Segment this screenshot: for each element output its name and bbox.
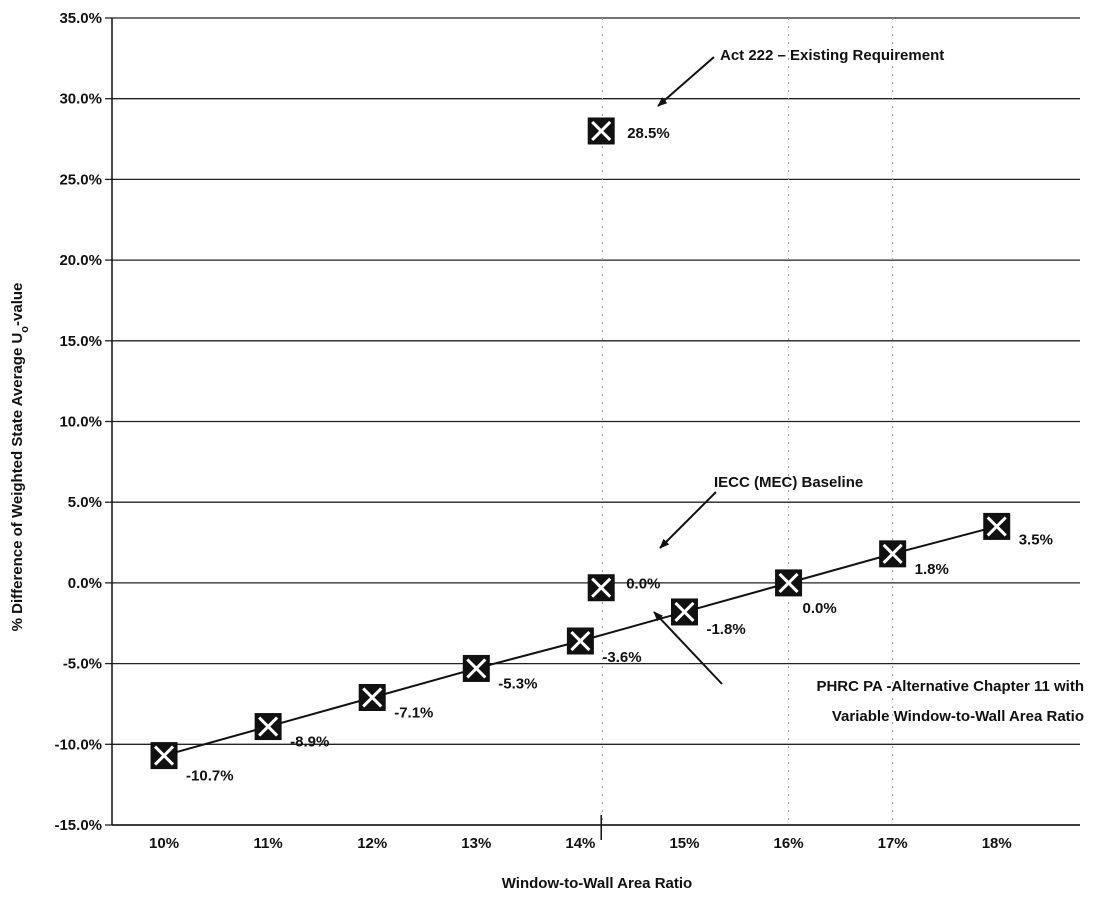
axes: -15.0% -10.0% -5.0% 0.0% 5.0% 10.0% 15.0% 20.0%…: [54, 10, 1080, 852]
data-point-alternative: [567, 628, 593, 654]
y-tick-label: -10.0%: [54, 736, 102, 753]
annotation-arrow: [660, 492, 716, 548]
x-tick-label: 13%: [461, 835, 491, 852]
x-tick-label: 14%: [565, 835, 595, 852]
y-axis-title-main: % Difference of Weighted State Average U: [9, 333, 26, 632]
data-point-alternative: [151, 743, 177, 769]
data-label-alternative: 1.8%: [915, 561, 949, 578]
x-tick-label: 11%: [254, 835, 283, 852]
y-tick-label: 25.0%: [59, 171, 102, 188]
data-label-existing: 28.5%: [627, 125, 670, 142]
data-point-existing: [588, 118, 614, 144]
x-tick-label: 15%: [669, 835, 699, 852]
x-tick-label: 12%: [357, 835, 387, 852]
x-tick-label: 18%: [982, 835, 1012, 852]
annotation-text: PHRC PA -Alternative Chapter 11 with: [816, 678, 1084, 695]
annotation-text: Act 222 – Existing Requirement: [720, 47, 944, 64]
data-label-alternative: -8.9%: [290, 734, 329, 751]
data-point-alternative: [671, 599, 697, 625]
data-point-alternative: [776, 570, 802, 596]
y-tick-label: 15.0%: [59, 333, 102, 350]
data-point-alternative: [359, 684, 385, 710]
data-label-alternative: -3.6%: [602, 649, 641, 666]
data-point-alternative: [984, 513, 1010, 539]
y-tick-label: 30.0%: [59, 91, 102, 108]
data-label-alternative: 0.0%: [803, 600, 837, 617]
y-tick-label: 5.0%: [68, 494, 102, 511]
annotation-existing: Act 222 – Existing Requirement: [658, 47, 944, 106]
y-tick-label: 0.0%: [68, 575, 102, 592]
x-axis-title: Window-to-Wall Area Ratio: [502, 875, 692, 892]
data-point-alternative: [463, 655, 489, 681]
data-label-alternative: -1.8%: [706, 621, 745, 638]
annotation-text: Variable Window-to-Wall Area Ratio: [832, 708, 1084, 725]
annotation-baseline: IECC (MEC) Baseline: [660, 474, 863, 548]
y-tick-label: -5.0%: [63, 656, 102, 673]
data-label-alternative: 3.5%: [1019, 531, 1053, 548]
x-tick-label: 16%: [774, 835, 804, 852]
y-tick-label: 10.0%: [59, 414, 102, 431]
x-tick-label: 17%: [878, 835, 908, 852]
data-label-alternative: -10.7%: [186, 768, 234, 785]
data-point-alternative: [255, 714, 281, 740]
y-tick-label: 20.0%: [59, 252, 102, 269]
y-tick-label: -15.0%: [54, 817, 102, 834]
data-label-alternative: -7.1%: [394, 704, 433, 721]
x-tick-label: 10%: [149, 835, 179, 852]
data-markers: [151, 118, 1010, 769]
data-point-alternative: [880, 541, 906, 567]
y-tick-label: 35.0%: [59, 10, 102, 27]
data-label-baseline: 0.0%: [626, 576, 660, 593]
data-point-baseline: [588, 575, 614, 601]
annotation-text: IECC (MEC) Baseline: [714, 474, 863, 491]
y-axis-title: % Difference of Weighted State Average U…: [9, 283, 31, 632]
data-label-alternative: -5.3%: [498, 675, 537, 692]
y-axis-title-suffix: -value: [9, 283, 26, 326]
